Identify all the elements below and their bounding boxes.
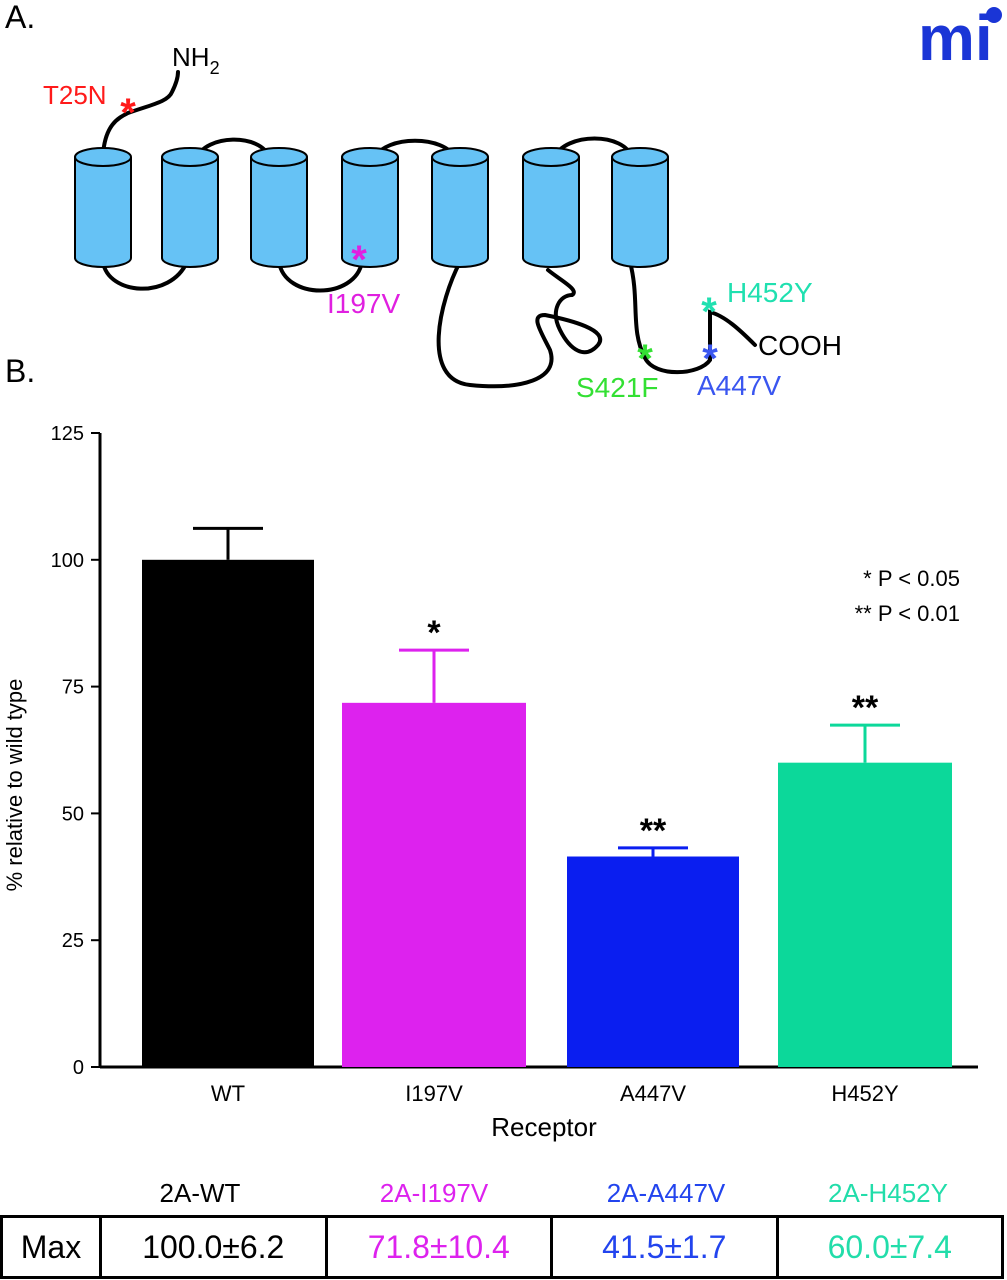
y-tick-label: 25 xyxy=(62,930,84,952)
y-tick-label: 100 xyxy=(51,550,84,572)
a447v-star: * xyxy=(702,337,718,381)
legend-p05: * P < 0.05 xyxy=(863,566,960,591)
cooh-label: COOH xyxy=(758,330,842,361)
cell-wt: 100.0±6.2 xyxy=(99,1215,328,1279)
significance-mark: ** xyxy=(640,812,667,850)
cell-a447v: 41.5±1.7 xyxy=(550,1215,779,1279)
y-tick-label: 75 xyxy=(62,677,84,699)
helix-7 xyxy=(611,147,669,268)
i197v-star: * xyxy=(351,238,367,282)
table-header: 2A-A447V xyxy=(606,1178,726,1208)
logo-text: mi xyxy=(918,2,993,74)
h452y-label: H452Y xyxy=(727,277,813,308)
x-axis-label: Receptor xyxy=(491,1112,597,1142)
table-header: 2A-I197V xyxy=(379,1178,489,1208)
table-header: 2A-H452Y xyxy=(828,1178,948,1208)
y-tick-label: 125 xyxy=(51,423,84,445)
transmembrane-helices xyxy=(74,147,669,268)
cell-i197v: 71.8±10.4 xyxy=(324,1215,553,1279)
helix-1 xyxy=(74,147,132,268)
legend-p01: ** P < 0.01 xyxy=(855,601,960,626)
y-tick-label: 0 xyxy=(73,1057,84,1079)
bar-a447v xyxy=(567,856,739,1067)
helix-3 xyxy=(250,147,308,268)
helix-6 xyxy=(522,147,580,268)
bar-i197v xyxy=(342,702,526,1067)
helix-4 xyxy=(341,147,399,268)
y-axis-label: % relative to wild type xyxy=(2,679,27,892)
mutation-markers: * T25N * I197V * S421F * A447V * H452Y xyxy=(43,80,813,403)
nh2-label: NH2 xyxy=(172,42,220,78)
x-tick-label: WT xyxy=(211,1081,245,1106)
significance-mark: ** xyxy=(852,689,879,727)
s421f-star: * xyxy=(637,337,653,381)
y-tick-label: 50 xyxy=(62,803,84,825)
a447v-label: A447V xyxy=(697,370,781,401)
significance-mark: * xyxy=(427,614,441,652)
panel-b-label: B. xyxy=(5,353,35,389)
max-table: Max 100.0±6.2 71.8±10.4 41.5±1.7 60.0±7.… xyxy=(0,1215,1004,1279)
panel-a-label: A. xyxy=(5,0,35,35)
h452y-star: * xyxy=(701,290,717,334)
helix-2 xyxy=(161,147,219,268)
t25n-star: * xyxy=(120,91,136,135)
t25n-label: T25N xyxy=(43,80,107,110)
bar-chart: 0 25 50 75 100 125 % relative to wild type Rece… xyxy=(2,423,978,1142)
bar-h452y xyxy=(778,762,952,1067)
cell-h452y: 60.0±7.4 xyxy=(775,1215,1004,1279)
x-tick-label: I197V xyxy=(405,1081,463,1106)
row-label: Max xyxy=(0,1215,102,1279)
bar-wt xyxy=(142,559,314,1067)
i197v-label: I197V xyxy=(327,288,400,319)
table-row: Max 100.0±6.2 71.8±10.4 41.5±1.7 60.0±7.… xyxy=(0,1215,1004,1279)
x-tick-label: A447V xyxy=(620,1081,686,1106)
helix-5 xyxy=(431,147,489,268)
table-header: 2A-WT xyxy=(159,1178,241,1208)
journal-logo: mi xyxy=(918,2,1002,74)
x-tick-label: H452Y xyxy=(831,1081,899,1106)
s421f-label: S421F xyxy=(576,372,659,403)
